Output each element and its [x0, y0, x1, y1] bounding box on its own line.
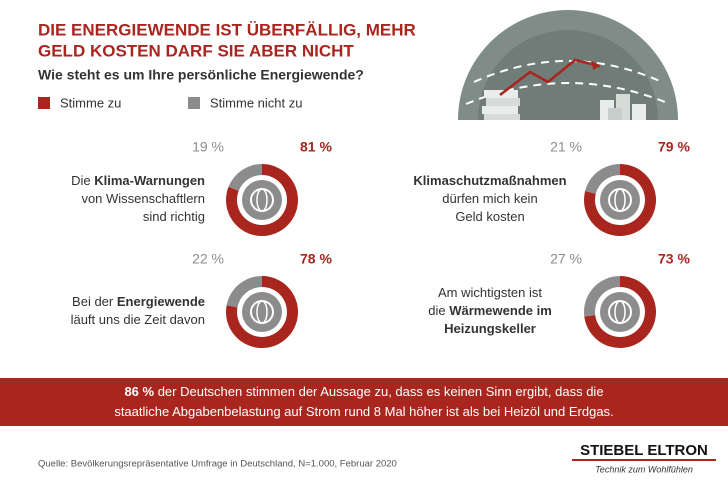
logo-name: STIEBEL ELTRON	[580, 442, 708, 459]
text-part: Energiewende	[117, 294, 205, 309]
text-part: sind richtig	[143, 209, 205, 224]
value-label-disagree: 22 %	[192, 251, 224, 267]
value-label-agree: 78 %	[300, 251, 332, 267]
text-part: Am wichtigsten ist	[438, 285, 542, 300]
text-part: die	[428, 303, 449, 318]
value-label-disagree: 27 %	[550, 251, 582, 267]
text-line: Die Klima-Warnungen	[71, 173, 205, 188]
text-line: staatliche Abgabenbelastung auf Strom ru…	[114, 404, 613, 419]
text-line: von Wissenschaftlern	[81, 191, 205, 206]
donut-chart: 79 % 21 % Klimaschutzmaßnahmen dürfen mich …	[413, 139, 690, 236]
donut-chart: 78 % 22 % Bei der Energiewende läuft uns di…	[71, 251, 332, 348]
icon-bg	[600, 180, 640, 220]
donut-chart: 81 % 19 % Die Klima-Warnungen von Wissensch…	[71, 139, 332, 237]
text-part: staatliche Abgabenbelastung auf Strom ru…	[114, 404, 613, 419]
donut-segment	[584, 164, 656, 236]
text-part: Geld kosten	[455, 209, 524, 224]
donut-segment	[585, 164, 620, 194]
subtitle: Wie steht es um Ihre persönliche Energie…	[38, 67, 364, 83]
text-part: Klimaschutzmaßnahmen	[413, 173, 566, 188]
text-line: dürfen mich kein	[442, 191, 537, 206]
legend-text: Stimme zu	[60, 95, 121, 110]
text-part: Wärmewende im	[449, 303, 552, 318]
icon	[256, 300, 268, 324]
icon	[614, 300, 626, 324]
text-line: läuft uns die Zeit davon	[71, 312, 205, 327]
charts: 81 % 19 % Die Klima-Warnungen von Wissensch…	[71, 139, 690, 348]
source: Quelle: Bevölkerungsrepräsentative Umfra…	[38, 459, 397, 470]
icon-bg	[600, 292, 640, 332]
donut-chart: 73 % 27 % Am wichtigsten ist die Wärmewende…	[428, 251, 690, 348]
donut-segment	[228, 164, 262, 191]
legend-swatch	[38, 97, 50, 109]
text-line: 86 % der Deutschen stimmen der Aussage z…	[124, 384, 603, 399]
text-part: Die	[71, 173, 94, 188]
illustration	[458, 10, 678, 120]
value-label-agree: 79 %	[658, 139, 690, 155]
title: GELD KOSTEN DARF SIE ABER NICHT	[38, 41, 354, 60]
text-part: dürfen mich kein	[442, 191, 537, 206]
value-label-disagree: 21 %	[550, 139, 582, 155]
text-part: 86 %	[124, 384, 154, 399]
value-label-disagree: 19 %	[192, 139, 224, 155]
text-line: die Wärmewende im	[428, 303, 552, 318]
text-line: Heizungskeller	[444, 321, 536, 336]
icon	[256, 188, 268, 212]
donut-segment	[226, 276, 262, 308]
legend-swatch	[188, 97, 200, 109]
text-line: Am wichtigsten ist	[438, 285, 542, 300]
text-line: Klimaschutzmaßnahmen	[413, 173, 566, 188]
value-label-agree: 73 %	[658, 251, 690, 267]
text-line: Bei der Energiewende	[72, 294, 205, 309]
text-part: läuft uns die Zeit davon	[71, 312, 205, 327]
title: DIE ENERGIEWENDE IST ÜBERFÄLLIG, MEHR	[38, 20, 416, 39]
banner-bg	[0, 378, 728, 426]
icon	[614, 188, 626, 212]
donut-segment	[226, 164, 299, 237]
text-part: von Wissenschaftlern	[81, 191, 205, 206]
icon-bg	[242, 180, 282, 220]
logo-tagline: Technik zum Wohlfühlen	[595, 464, 693, 474]
text-part: der Deutschen stimmen der Aussage zu, da…	[154, 384, 603, 399]
text-part: Klima-Warnungen	[94, 173, 205, 188]
donut-segment	[226, 276, 298, 348]
text-line: Geld kosten	[455, 209, 524, 224]
value-label-agree: 81 %	[300, 139, 332, 155]
banner: 86 % der Deutschen stimmen der Aussage z…	[114, 384, 613, 419]
text-part: Heizungskeller	[444, 321, 536, 336]
text-line: sind richtig	[143, 209, 205, 224]
logo: STIEBEL ELTRON Technik zum Wohlfühlen	[572, 442, 716, 474]
legend: Stimme zu Stimme nicht zu	[38, 95, 302, 110]
donut-segment	[584, 276, 656, 348]
legend-text: Stimme nicht zu	[210, 95, 302, 110]
donut-segment	[584, 276, 620, 317]
icon-bg	[242, 292, 282, 332]
text-part: Bei der	[72, 294, 117, 309]
